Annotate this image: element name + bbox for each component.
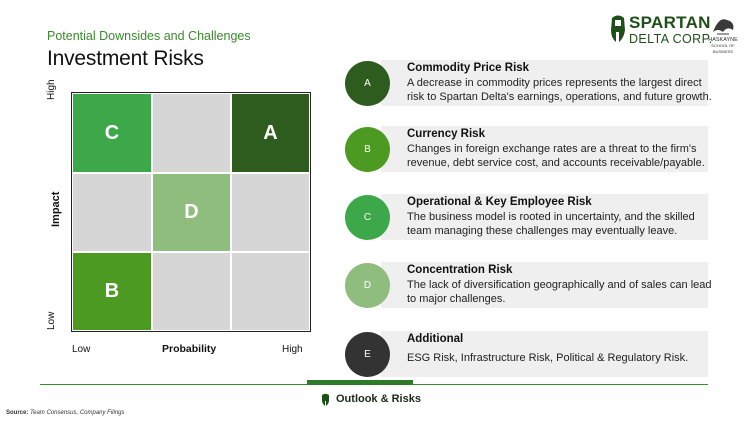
y-axis-low-label: Low	[46, 311, 57, 330]
footer-section-marker	[307, 380, 413, 385]
risk-badge-e: E	[345, 332, 390, 377]
risk-description: Changes in foreign exchange rates are a …	[407, 143, 705, 169]
risk-matrix: C A D B	[71, 92, 311, 332]
page-title: Investment Risks	[47, 47, 204, 70]
risk-panel	[381, 60, 708, 106]
source-note: Source: Team Consensus, Company Filings	[6, 410, 125, 416]
risk-description: ESG Risk, Infrastructure Risk, Political…	[407, 352, 689, 364]
risk-description: The lack of diversification geographical…	[407, 279, 712, 305]
logo-word-delta-corp: DELTA CORP.	[629, 32, 713, 46]
page-subtitle: Potential Downsides and Challenges	[47, 29, 251, 43]
risk-description: The business model is rooted in uncertai…	[407, 211, 695, 237]
risk-badge-b: B	[345, 127, 390, 172]
risk-title: Currency Risk	[407, 128, 485, 140]
matrix-cell	[231, 252, 310, 331]
risk-panel	[381, 194, 708, 240]
haskayne-crest-icon	[713, 19, 734, 35]
matrix-cell	[152, 93, 231, 173]
x-axis-high-label: High	[282, 344, 303, 355]
y-axis-high-label: High	[46, 79, 57, 100]
matrix-cell-b: B	[72, 252, 152, 331]
matrix-cell-a: A	[231, 93, 310, 173]
logo-word-spartan: SPARTAN	[629, 13, 711, 32]
matrix-cell	[231, 173, 310, 252]
spartan-helmet-icon	[322, 393, 329, 406]
risk-panel	[381, 331, 708, 377]
matrix-cell	[152, 252, 231, 331]
risk-badge-c: C	[345, 195, 390, 240]
matrix-cell-d: D	[152, 173, 231, 252]
y-axis-title: Impact	[50, 191, 62, 227]
matrix-cell	[72, 173, 152, 252]
risk-badge-d: D	[345, 263, 390, 308]
x-axis-low-label: Low	[72, 344, 91, 355]
risk-title: Commodity Price Risk	[407, 62, 530, 74]
risk-title: Operational & Key Employee Risk	[407, 196, 592, 208]
x-axis-title: Probability	[162, 343, 217, 355]
spartan-helmet-icon	[611, 15, 625, 42]
matrix-cell-c: C	[72, 93, 152, 173]
risk-badge-a: A	[345, 61, 390, 106]
haskayne-text: HASKAYNE SCHOOL OF BUSINESS	[708, 37, 738, 54]
risk-title: Concentration Risk	[407, 264, 513, 276]
risk-panel	[381, 126, 708, 172]
risk-description: A decrease in commodity prices represent…	[407, 77, 712, 103]
risk-title: Additional	[407, 333, 464, 345]
footer-section-title: Outlook & Risks	[336, 393, 421, 405]
company-logo: SPARTAN DELTA CORP. HASKAYNE SCHOOL OF B…	[609, 10, 741, 54]
risk-panel	[381, 262, 708, 308]
